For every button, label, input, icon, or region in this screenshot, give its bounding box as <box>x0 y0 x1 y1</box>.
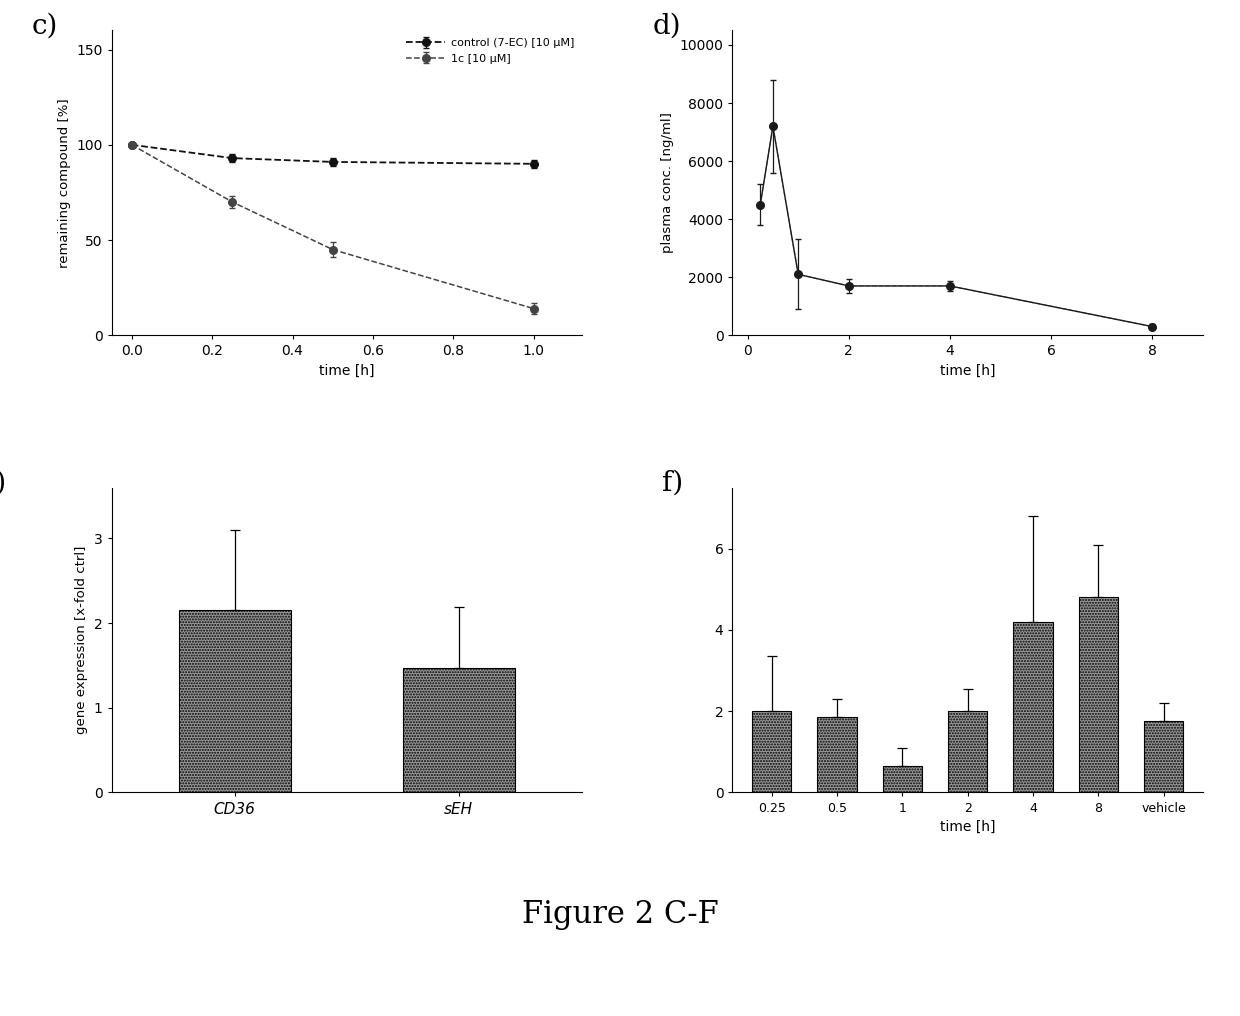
Text: d): d) <box>652 12 681 40</box>
Y-axis label: plasma conc. [ng/ml]: plasma conc. [ng/ml] <box>661 113 675 253</box>
Bar <box>1145 721 1183 792</box>
Bar <box>751 711 791 792</box>
X-axis label: time [h]: time [h] <box>940 364 996 378</box>
Y-axis label: gene expression [x-fold ctrl]: gene expression [x-fold ctrl] <box>76 546 88 735</box>
Bar <box>817 717 857 792</box>
Text: f): f) <box>662 469 683 497</box>
Bar <box>883 766 921 792</box>
Text: Figure 2 C-F: Figure 2 C-F <box>522 899 718 930</box>
Bar <box>1079 597 1118 792</box>
Legend: control (7-EC) [10 μM], 1c [10 μM]: control (7-EC) [10 μM], 1c [10 μM] <box>402 34 579 68</box>
Y-axis label: remaining compound [%]: remaining compound [%] <box>57 99 71 267</box>
Bar <box>1013 622 1053 792</box>
X-axis label: time [h]: time [h] <box>319 364 374 378</box>
Bar <box>179 611 290 792</box>
Bar <box>949 711 987 792</box>
X-axis label: time [h]: time [h] <box>940 820 996 834</box>
Bar <box>403 669 515 792</box>
Text: e): e) <box>0 469 7 497</box>
Text: c): c) <box>32 12 58 40</box>
